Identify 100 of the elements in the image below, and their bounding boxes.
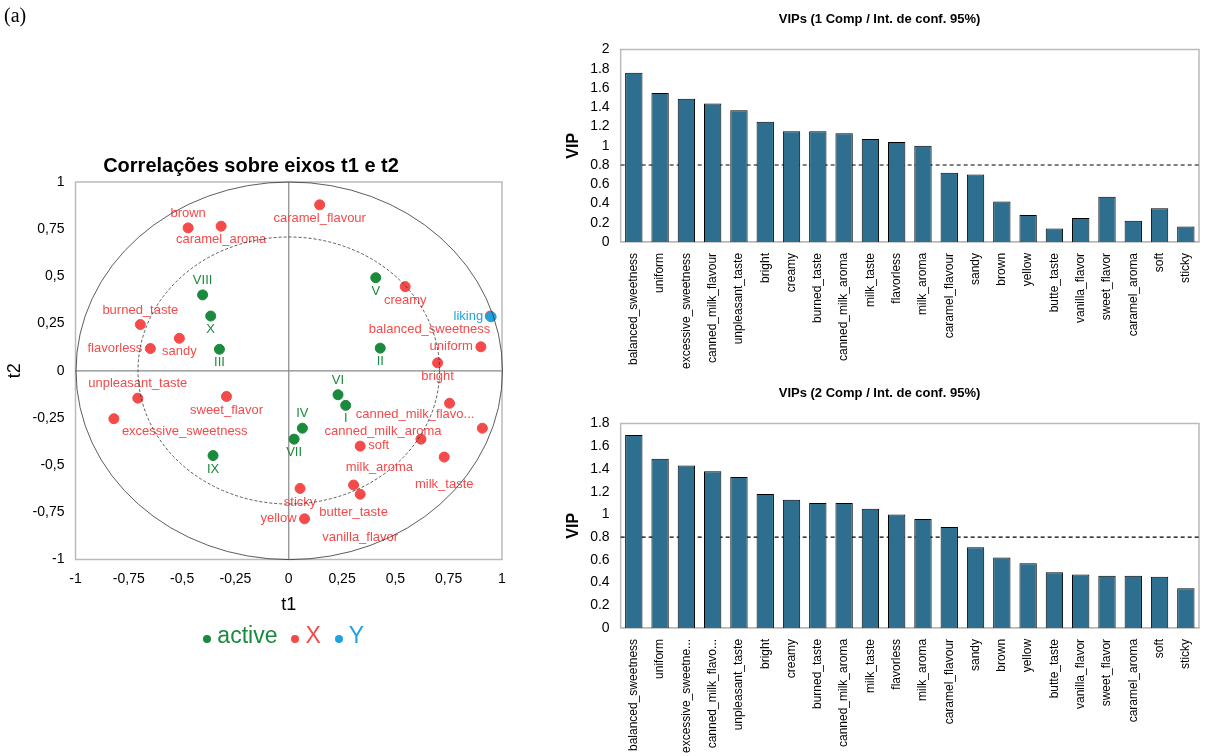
x-tick-label: sticky (1178, 252, 1193, 283)
x-tick-label: creamy (783, 638, 798, 679)
x-tick-label: soft (1151, 252, 1166, 273)
x-tick-label: caramel_flavour (941, 638, 956, 725)
y-tick-label: 2 (601, 40, 610, 57)
chart-title: VIPs (1 Comp / Int. de conf. 95%) (778, 11, 981, 27)
legend-label: Y (347, 622, 365, 649)
y-tick-label: 1.2 (590, 117, 610, 134)
x-tick-label: flavorless (889, 638, 903, 690)
x-tick-label: butte_taste (1046, 638, 1061, 699)
x-tick-label: brown (994, 638, 1009, 672)
annotation: yellow (260, 509, 298, 525)
x-tick-label: brown (994, 252, 1009, 286)
x-tick-label: unpleasant_taste (731, 252, 746, 345)
annotation: V (371, 282, 381, 298)
y-axis-title: t2 (3, 363, 24, 379)
legend-label: active (216, 622, 278, 649)
y-tick-label: -0,25 (32, 408, 65, 425)
annotation: caramel_flavour (273, 209, 367, 225)
annotation: caramel_aroma (176, 231, 268, 247)
y-tick-label: -1 (52, 550, 65, 567)
x-tick-label: -1 (69, 569, 82, 586)
x-tick-label: canned_milk_aroma (836, 638, 851, 747)
y-tick-label: 0.8 (590, 155, 610, 172)
x-tick-label: excessive_sweetne... (678, 638, 693, 753)
annotation: VI (331, 371, 345, 387)
x-tick-label: sweet_flavor (1099, 252, 1114, 321)
x-tick-label: bright (757, 252, 772, 283)
legend-label: X (304, 622, 321, 649)
y-tick-label: 0.6 (590, 175, 610, 192)
x-tick-label: canned_milk_aroma (836, 252, 851, 362)
y-tick-label: 0.2 (590, 213, 610, 230)
y-tick-label: -0,75 (32, 503, 65, 520)
x-tick-label: burned_taste (810, 638, 825, 709)
y-axis-title: VIP (564, 512, 582, 539)
x-tick-label: balanced_sweetness (626, 252, 641, 366)
y-tick-label: 1.8 (590, 59, 610, 76)
annotation: VII (286, 444, 303, 460)
x-tick-label: butte_taste (1046, 252, 1061, 313)
annotation: butter_taste (319, 504, 388, 520)
y-axis-title: VIP (564, 132, 582, 159)
annotation: canned_milk_aroma (324, 423, 443, 439)
annotation: sticky (283, 493, 317, 509)
y-tick-label: -0,5 (40, 456, 65, 473)
x-tick-label: -0,75 (112, 569, 145, 586)
x-tick-label: vanilla_flavor (1073, 638, 1088, 709)
x-tick-label: uniform (652, 252, 667, 293)
x-tick-label: sweet_flavor (1099, 638, 1114, 707)
x-tick-label: milk_taste (862, 252, 877, 307)
x-tick-label: caramel_aroma (1125, 252, 1140, 337)
annotation: IX (206, 460, 220, 476)
y-tick-label: 0.8 (590, 527, 610, 544)
annotation: unpleasant_taste (88, 375, 188, 391)
y-tick-label: 0,75 (37, 220, 65, 237)
y-tick-label: 1 (601, 136, 610, 153)
y-tick-label: 1 (56, 172, 65, 189)
x-tick-label: caramel_aroma (1125, 638, 1140, 723)
x-tick-label: flavorless (889, 252, 903, 304)
x-tick-label: canned_milk_flavour (704, 252, 719, 364)
x-tick-label: 1 (498, 569, 507, 586)
annotation: III (214, 354, 225, 370)
y-tick-label: 0 (601, 232, 610, 249)
y-tick-label: 0.4 (590, 194, 610, 211)
annotation: I (343, 410, 348, 426)
annotation: excessive_sweetness (121, 422, 249, 438)
x-tick-label: caramel_flavour (941, 252, 956, 339)
x-tick-label: burned_taste (810, 252, 825, 324)
x-tick-label: 0 (284, 569, 293, 586)
x-tick-label: sandy (967, 638, 982, 671)
x-tick-label: creamy (783, 252, 798, 293)
x-tick-label: vanilla_flavor (1073, 252, 1088, 323)
x-tick-label: 0,5 (385, 569, 406, 586)
annotation: IV (296, 405, 309, 421)
x-tick-label: balanced_sweetness (626, 638, 641, 752)
annotation: canned_milk_flavo... (355, 406, 475, 422)
y-tick-label: 0.2 (590, 596, 610, 613)
y-tick-label: 1.4 (590, 459, 610, 476)
y-tick-label: 1.6 (590, 437, 610, 454)
y-tick-label: 1 (601, 505, 610, 522)
y-tick-label: 0.6 (590, 550, 610, 567)
annotation: milk_taste (414, 476, 474, 492)
x-tick-label: 0,25 (328, 569, 356, 586)
chart-title: Correlações sobre eixos t1 e t2 (103, 153, 399, 176)
x-tick-label: soft (1151, 638, 1166, 659)
x-tick-label: -0,25 (219, 569, 252, 586)
annotation: X (206, 321, 216, 337)
x-tick-label: yellow (1020, 252, 1035, 287)
x-tick-label: milk_aroma (915, 252, 930, 315)
x-tick-label: excessive_sweetness (678, 252, 693, 370)
x-tick-label: sticky (1178, 638, 1193, 669)
chart-title: VIPs (2 Comp / Int. de conf. 95%) (778, 385, 981, 401)
annotation: liking (453, 307, 484, 323)
x-tick-label: yellow (1020, 638, 1035, 673)
x-tick-label: uniform (652, 638, 667, 679)
y-tick-label: 1.4 (590, 98, 610, 115)
annotation: II (376, 353, 384, 369)
y-tick-label: 1.6 (590, 78, 610, 95)
x-tick-label: sandy (967, 252, 982, 285)
annotation: soft (368, 437, 390, 453)
y-tick-label: 0.4 (590, 573, 610, 590)
